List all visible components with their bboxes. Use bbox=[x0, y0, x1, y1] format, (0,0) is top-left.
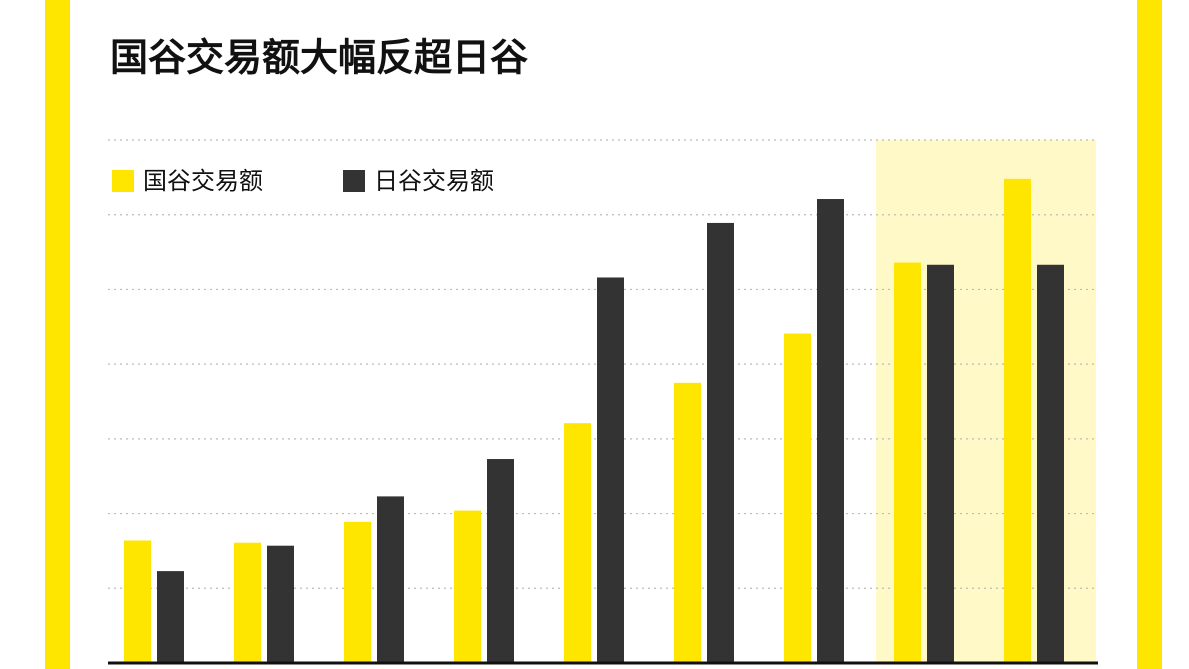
legend-swatch bbox=[112, 170, 134, 192]
bar bbox=[1004, 178, 1031, 663]
frame-right bbox=[1137, 0, 1162, 669]
bar bbox=[927, 264, 954, 663]
legend-label: 国谷交易额 bbox=[143, 167, 263, 195]
bar bbox=[344, 521, 371, 663]
bar bbox=[157, 571, 184, 663]
bar bbox=[454, 510, 481, 663]
chart-title: 国谷交易额大幅反超日谷 bbox=[110, 36, 528, 80]
bar bbox=[707, 222, 734, 663]
bar bbox=[234, 542, 261, 663]
bar bbox=[564, 423, 591, 663]
bar bbox=[894, 262, 921, 663]
bar bbox=[597, 277, 624, 663]
bar bbox=[817, 199, 844, 663]
bar bbox=[377, 496, 404, 663]
bar bbox=[487, 459, 514, 663]
bar bbox=[124, 540, 151, 663]
bar bbox=[784, 333, 811, 663]
bar bbox=[267, 545, 294, 663]
legend-label: 日谷交易额 bbox=[374, 167, 494, 195]
legend-swatch bbox=[343, 170, 365, 192]
bar bbox=[674, 382, 701, 663]
bar bbox=[1037, 264, 1064, 663]
frame-left bbox=[45, 0, 70, 669]
